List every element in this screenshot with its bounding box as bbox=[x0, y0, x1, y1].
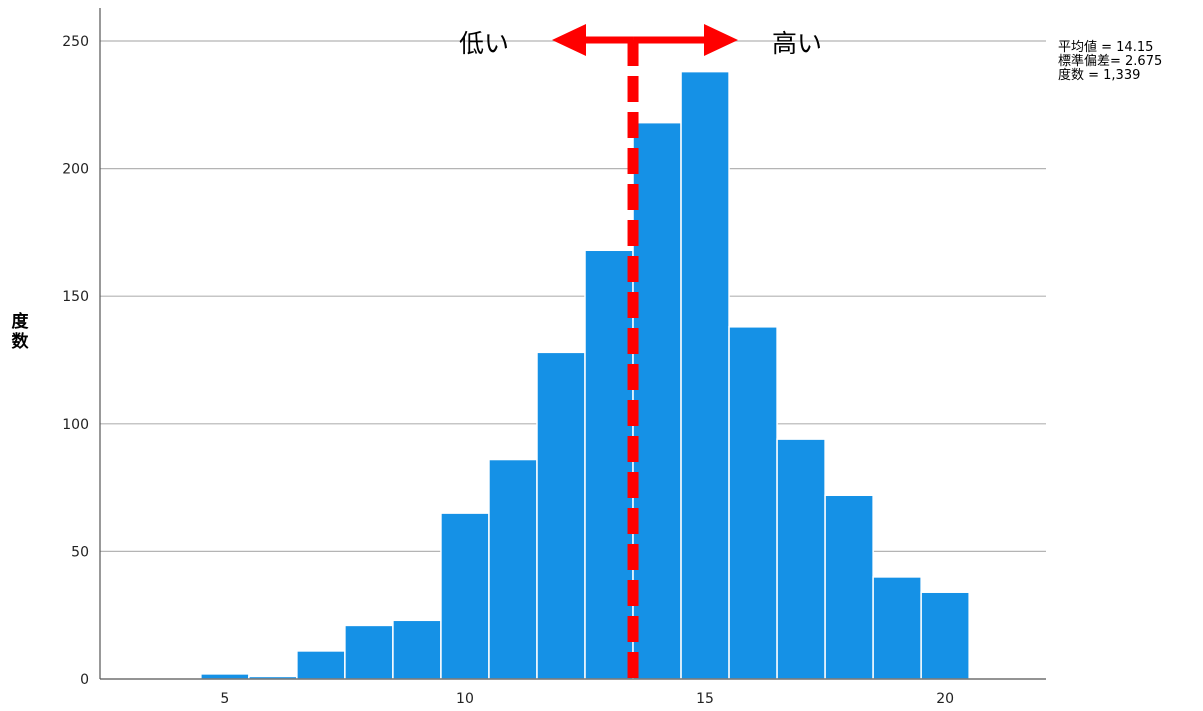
y-tick-label: 150 bbox=[62, 289, 89, 305]
y-tick-label: 250 bbox=[62, 34, 89, 50]
y-axis-label: 度数 bbox=[11, 312, 29, 352]
bar-13 bbox=[584, 249, 634, 680]
bars bbox=[200, 70, 970, 680]
statistics-box: 平均値 = 14.15 標準偏差= 2.675 度数 = 1,339 bbox=[1058, 41, 1162, 83]
bar-8 bbox=[344, 624, 394, 680]
x-tick-label: 20 bbox=[936, 691, 954, 707]
y-tick-labels: 0 50 100 150 200 250 bbox=[62, 34, 89, 688]
bar-18 bbox=[824, 494, 874, 680]
bar-19 bbox=[872, 576, 922, 680]
bar-11 bbox=[488, 458, 538, 680]
right-arrow-head bbox=[704, 24, 738, 56]
stat-mean: 平均値 = 14.15 bbox=[1058, 40, 1154, 55]
bar-20 bbox=[920, 591, 970, 680]
x-tick-label: 5 bbox=[220, 691, 229, 707]
bar-12 bbox=[536, 351, 586, 680]
bar-17 bbox=[776, 438, 826, 680]
bar-7 bbox=[296, 650, 346, 680]
x-tick-label: 15 bbox=[696, 691, 714, 707]
axes bbox=[99, 8, 1046, 680]
left-arrow-head bbox=[552, 24, 586, 56]
y-tick-label: 0 bbox=[80, 672, 89, 688]
x-tick-label: 10 bbox=[456, 691, 474, 707]
bar-10 bbox=[440, 512, 490, 680]
low-label: 低い bbox=[459, 29, 509, 58]
bar-16 bbox=[728, 326, 778, 680]
stat-n: 度数 = 1,339 bbox=[1058, 68, 1141, 83]
bar-14 bbox=[632, 121, 682, 680]
high-label: 高い bbox=[772, 29, 822, 58]
stat-sd: 標準偏差= 2.675 bbox=[1058, 54, 1163, 69]
bar-5 bbox=[200, 673, 250, 680]
y-tick-label: 50 bbox=[71, 544, 89, 560]
y-tick-label: 100 bbox=[62, 417, 89, 433]
bar-15 bbox=[680, 70, 730, 680]
threshold-marker: 低い 高い bbox=[459, 24, 822, 679]
bar-9 bbox=[392, 619, 442, 680]
x-tick-labels: 5 10 15 20 bbox=[220, 691, 954, 707]
y-tick-label: 200 bbox=[62, 162, 89, 178]
